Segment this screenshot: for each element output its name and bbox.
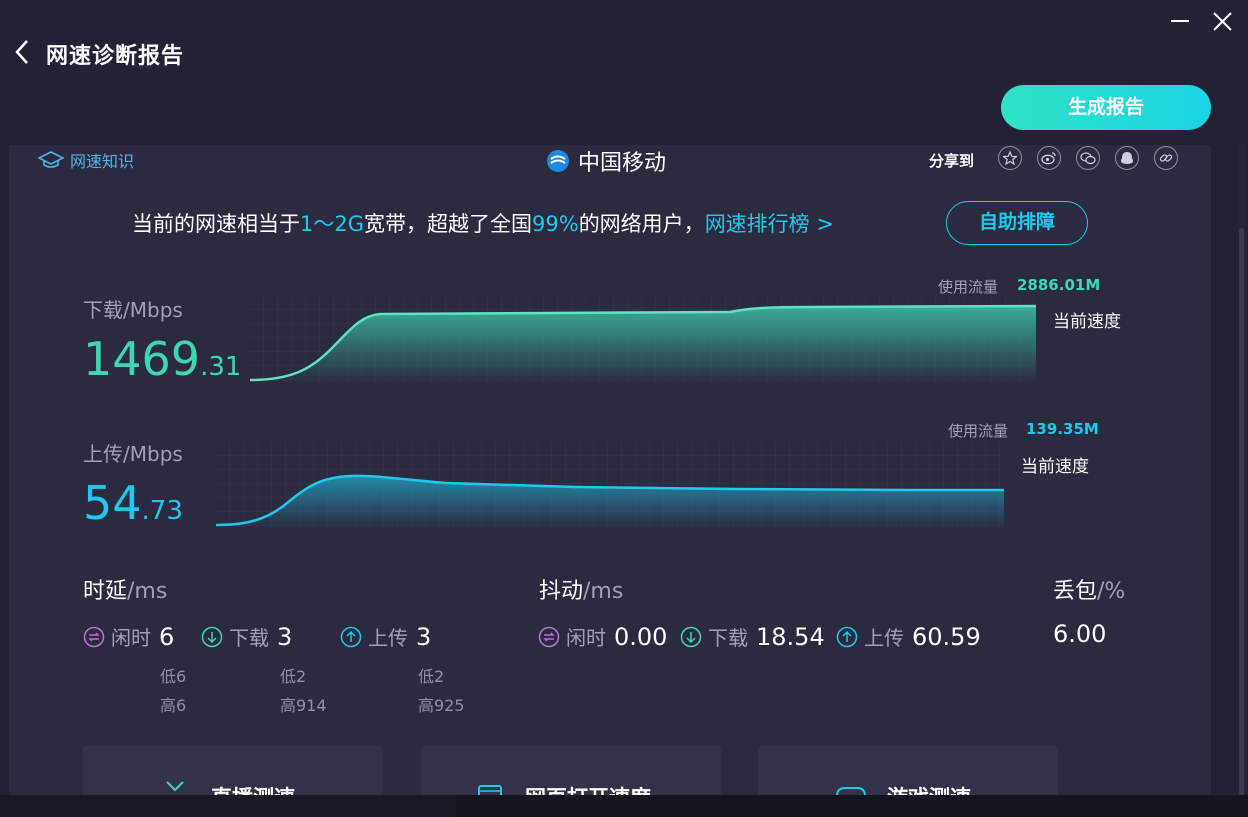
star-icon: [1003, 151, 1017, 165]
download-usage-label: 使用流量: [938, 278, 999, 296]
latency-download-value: 3: [277, 622, 293, 651]
download-speed-int: 1469: [83, 332, 201, 386]
jitter-upload: 上传 60.59: [836, 622, 981, 651]
download-current-speed-label: 当前速度: [1053, 312, 1121, 332]
upload-arrow-icon: [836, 626, 858, 647]
speed-summary: 当前的网速相当于1～2G宽带，超越了全国99%的网络用户，网速排行榜 >: [132, 208, 834, 238]
jitter-title-text: 抖动: [539, 579, 584, 604]
isp-info: 中国移动: [546, 145, 666, 177]
upload-speed-dec: .73: [141, 496, 183, 526]
latency-download-high: 高914: [280, 696, 327, 715]
latency-download-low: 低2: [280, 667, 307, 686]
upload-speed-int: 54: [83, 476, 142, 530]
jitter-upload-label: 上传: [864, 626, 904, 650]
upload-usage-label: 使用流量: [948, 422, 1009, 440]
latency-upload: 上传 3: [340, 622, 431, 651]
upload-chart-area: [216, 475, 1004, 528]
wechat-icon: [1080, 152, 1096, 165]
upload-current-speed-label: 当前速度: [1021, 457, 1089, 477]
latency-download-label: 下载: [229, 626, 269, 650]
jitter-download-label: 下载: [708, 626, 748, 650]
packet-loss-unit: /%: [1097, 579, 1126, 604]
live-antenna-icon: [166, 781, 184, 792]
share-label: 分享到: [929, 152, 975, 170]
summary-prefix: 当前的网速相当于: [132, 212, 300, 236]
page-title: 网速诊断报告: [46, 44, 185, 69]
upload-chart-line: [216, 474, 1004, 527]
speed-ranking-link[interactable]: 网速排行榜 >: [704, 212, 834, 236]
copy-link-share-button[interactable]: [1154, 146, 1178, 170]
latency-download: 下载 3: [201, 622, 292, 651]
latency-upload-value: 3: [416, 622, 432, 651]
latency-idle-value: 6: [159, 622, 175, 651]
china-mobile-logo-icon: [547, 150, 569, 172]
upload-speed: 54.73: [83, 480, 183, 534]
jitter-download-value: 18.54: [756, 622, 825, 651]
bottom-bar-right: [456, 795, 1248, 817]
latency-idle-low: 低6: [160, 667, 187, 686]
download-chart-line: [250, 304, 1036, 382]
jitter-unit: /ms: [583, 579, 624, 604]
close-icon: [1213, 12, 1232, 31]
close-button[interactable]: [1210, 6, 1240, 36]
minimize-button[interactable]: [1167, 6, 1197, 36]
summary-percent: 99%: [532, 212, 579, 236]
weibo-share-button[interactable]: [1037, 146, 1061, 170]
latency-idle-high: 高6: [160, 696, 187, 715]
download-arrow-icon: [680, 626, 702, 647]
download-speed-chart: [250, 296, 1036, 382]
summary-bandwidth: 1～2G: [300, 212, 364, 236]
favorite-share-button[interactable]: [998, 146, 1022, 170]
idle-exchange-icon: [538, 626, 560, 647]
download-label: 下载/Mbps: [83, 298, 183, 322]
back-button[interactable]: [12, 38, 34, 68]
qq-icon: [1121, 151, 1133, 164]
speed-knowledge-label: 网速知识: [70, 152, 135, 171]
download-usage-value: 2886.01M: [1017, 276, 1101, 294]
upload-speed-chart: [216, 442, 1004, 528]
latency-idle: 闲时 6: [83, 622, 174, 651]
download-arrow-icon: [201, 626, 223, 647]
upload-arrow-icon: [340, 626, 362, 647]
minimize-icon: [1171, 20, 1189, 22]
browser-window-icon: [478, 785, 502, 796]
latency-upload-low: 低2: [418, 667, 445, 686]
qq-share-button[interactable]: [1115, 146, 1139, 170]
upload-usage-value: 139.35M: [1026, 420, 1099, 438]
packet-loss-title: 丢包/%: [1053, 573, 1125, 605]
graduation-cap-icon: [38, 151, 64, 168]
generate-report-button[interactable]: 生成报告: [1001, 85, 1211, 130]
download-speed-dec: .31: [200, 352, 242, 382]
summary-mid1: 宽带，超越了全国: [364, 212, 532, 236]
jitter-download: 下载 18.54: [680, 622, 825, 651]
latency-idle-label: 闲时: [111, 626, 151, 650]
packet-loss-title-text: 丢包: [1053, 579, 1098, 604]
latency-upload-label: 上传: [368, 626, 408, 650]
latency-title-text: 时延: [83, 579, 128, 604]
latency-upload-high: 高925: [418, 696, 465, 715]
download-chart-area: [250, 306, 1036, 382]
jitter-idle: 闲时 0.00: [538, 622, 667, 651]
upload-label: 上传/Mbps: [83, 442, 183, 466]
weibo-icon: [1041, 152, 1056, 165]
idle-exchange-icon: [83, 626, 105, 647]
jitter-idle-value: 0.00: [614, 622, 668, 651]
chevron-left-icon: [15, 40, 28, 64]
self-troubleshoot-button[interactable]: 自助排障: [946, 201, 1088, 245]
isp-name: 中国移动: [578, 151, 667, 176]
latency-unit: /ms: [127, 579, 168, 604]
gamepad-icon: [836, 787, 866, 796]
jitter-title: 抖动/ms: [539, 573, 623, 605]
jitter-idle-label: 闲时: [566, 626, 606, 650]
packet-loss-value: 6.00: [1053, 620, 1107, 648]
speed-knowledge-link[interactable]: 网速知识: [38, 148, 134, 172]
latency-title: 时延/ms: [83, 573, 167, 605]
summary-mid2: 的网络用户，: [578, 212, 705, 236]
link-icon: [1159, 154, 1173, 162]
jitter-upload-value: 60.59: [912, 622, 981, 651]
scrollbar-thumb[interactable]: [1239, 228, 1244, 796]
download-speed: 1469.31: [83, 336, 241, 390]
wechat-share-button[interactable]: [1076, 146, 1100, 170]
